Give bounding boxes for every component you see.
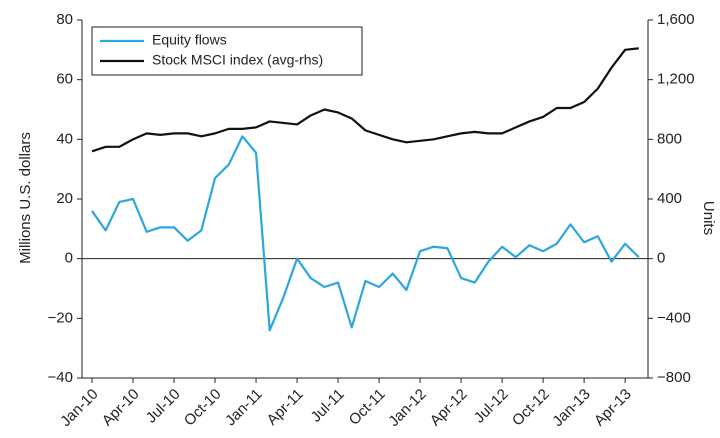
y2-tick-label: 800 — [657, 130, 682, 147]
x-tick-label: Oct-12 — [509, 386, 553, 430]
x-tick-label: Apr-13 — [591, 386, 635, 430]
legend-label: Equity flows — [152, 32, 227, 48]
y2-tick-label: 1,200 — [657, 71, 695, 88]
x-tick-label: Oct-10 — [181, 386, 225, 430]
y2-tick-label: 0 — [657, 250, 665, 267]
series-line — [91, 47, 639, 153]
y-tick-label: 60 — [56, 71, 73, 88]
y2-tick-label: −800 — [657, 369, 691, 386]
x-tick-label: Apr-10 — [99, 386, 143, 430]
y2-tick-label: −400 — [657, 309, 691, 326]
y2-tick-label: 400 — [657, 190, 682, 207]
y-tick-label: 20 — [56, 190, 73, 207]
x-tick-label: Jan-12 — [385, 386, 429, 430]
y-tick-label: −20 — [48, 309, 73, 326]
series-line — [91, 135, 640, 332]
x-tick-label: Jan-10 — [57, 386, 101, 430]
y-axis-label: Millions U.S. dollars — [17, 132, 34, 264]
x-tick-label: Jan-11 — [222, 386, 266, 430]
legend-label: Stock MSCI index (avg-rhs) — [152, 52, 323, 68]
x-tick-label: Jul-10 — [143, 386, 184, 427]
y-tick-label: −40 — [48, 369, 73, 386]
y-tick-label: 80 — [56, 11, 73, 28]
x-tick-label: Apr-12 — [427, 386, 471, 430]
x-tick-label: Jul-11 — [308, 386, 348, 426]
y2-axis-label: Units — [700, 201, 717, 235]
y-tick-label: 0 — [65, 250, 73, 267]
y-tick-label: 40 — [56, 130, 73, 147]
x-tick-label: Apr-11 — [264, 386, 307, 429]
x-tick-label: Jul-12 — [471, 386, 512, 427]
y2-tick-label: 1,600 — [657, 11, 695, 28]
legend-box — [91, 26, 363, 76]
x-tick-label: Oct-11 — [346, 386, 389, 429]
x-tick-label: Jan-13 — [549, 386, 593, 430]
